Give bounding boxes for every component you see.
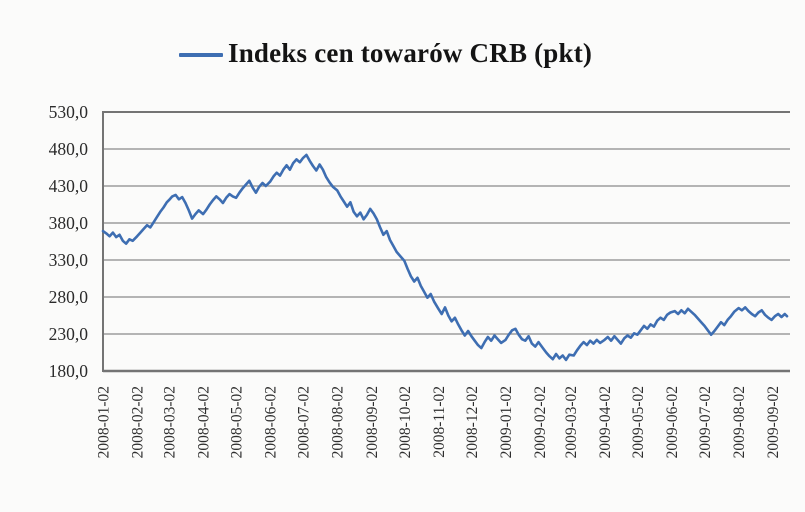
x-axis-tick-label: 2009-02-02 — [532, 386, 549, 458]
x-axis-tick-label: 2008-01-02 — [96, 386, 113, 458]
x-axis-tick-label: 2008-02-02 — [130, 386, 147, 458]
x-axis-tick-label: 2008-12-02 — [464, 386, 481, 458]
x-axis-tick-label: 2008-03-02 — [161, 386, 178, 458]
y-axis-tick-label: 280,0 — [49, 287, 89, 307]
x-axis-tick-label: 2008-04-02 — [196, 386, 213, 458]
y-axis-tick-label: 380,0 — [49, 213, 89, 233]
x-axis-tick-label: 2008-08-02 — [330, 386, 347, 458]
x-axis-tick-label: 2009-01-02 — [498, 386, 515, 458]
x-axis-tick-label: 2009-06-02 — [664, 386, 681, 458]
x-axis-tick-label: 2008-07-02 — [296, 386, 313, 458]
x-axis-tick-label: 2009-04-02 — [597, 386, 614, 458]
y-axis-tick-label: 230,0 — [49, 324, 89, 344]
x-axis-tick-label: 2009-09-02 — [765, 386, 782, 458]
x-axis-tick-label: 2009-07-02 — [697, 386, 714, 458]
x-axis-tick-label: 2009-03-02 — [563, 386, 580, 458]
x-axis-tick-label: 2008-05-02 — [229, 386, 246, 458]
x-axis-tick-label: 2008-09-02 — [364, 386, 381, 458]
x-axis-tick-label: 2008-06-02 — [263, 386, 280, 458]
x-axis-tick-label: 2009-08-02 — [731, 386, 748, 458]
chart-legend: Indeks cen towarów CRB (pkt) — [179, 38, 592, 69]
x-axis-tick-label: 2008-11-02 — [431, 386, 448, 458]
x-axis-tick-label: 2008-10-02 — [397, 386, 414, 458]
legend-line-swatch-icon — [179, 53, 223, 57]
legend-series-label: Indeks cen towarów CRB (pkt) — [228, 38, 593, 68]
crb-index-line — [101, 153, 789, 362]
y-axis-tick-label: 430,0 — [49, 176, 89, 196]
x-axis-tick-label: 2009-05-02 — [630, 386, 647, 458]
y-axis-tick-label: 330,0 — [49, 250, 89, 270]
y-axis-tick-label: 530,0 — [49, 102, 89, 122]
y-axis-tick-label: 480,0 — [49, 139, 89, 159]
y-axis-tick-label: 180,0 — [49, 361, 89, 381]
